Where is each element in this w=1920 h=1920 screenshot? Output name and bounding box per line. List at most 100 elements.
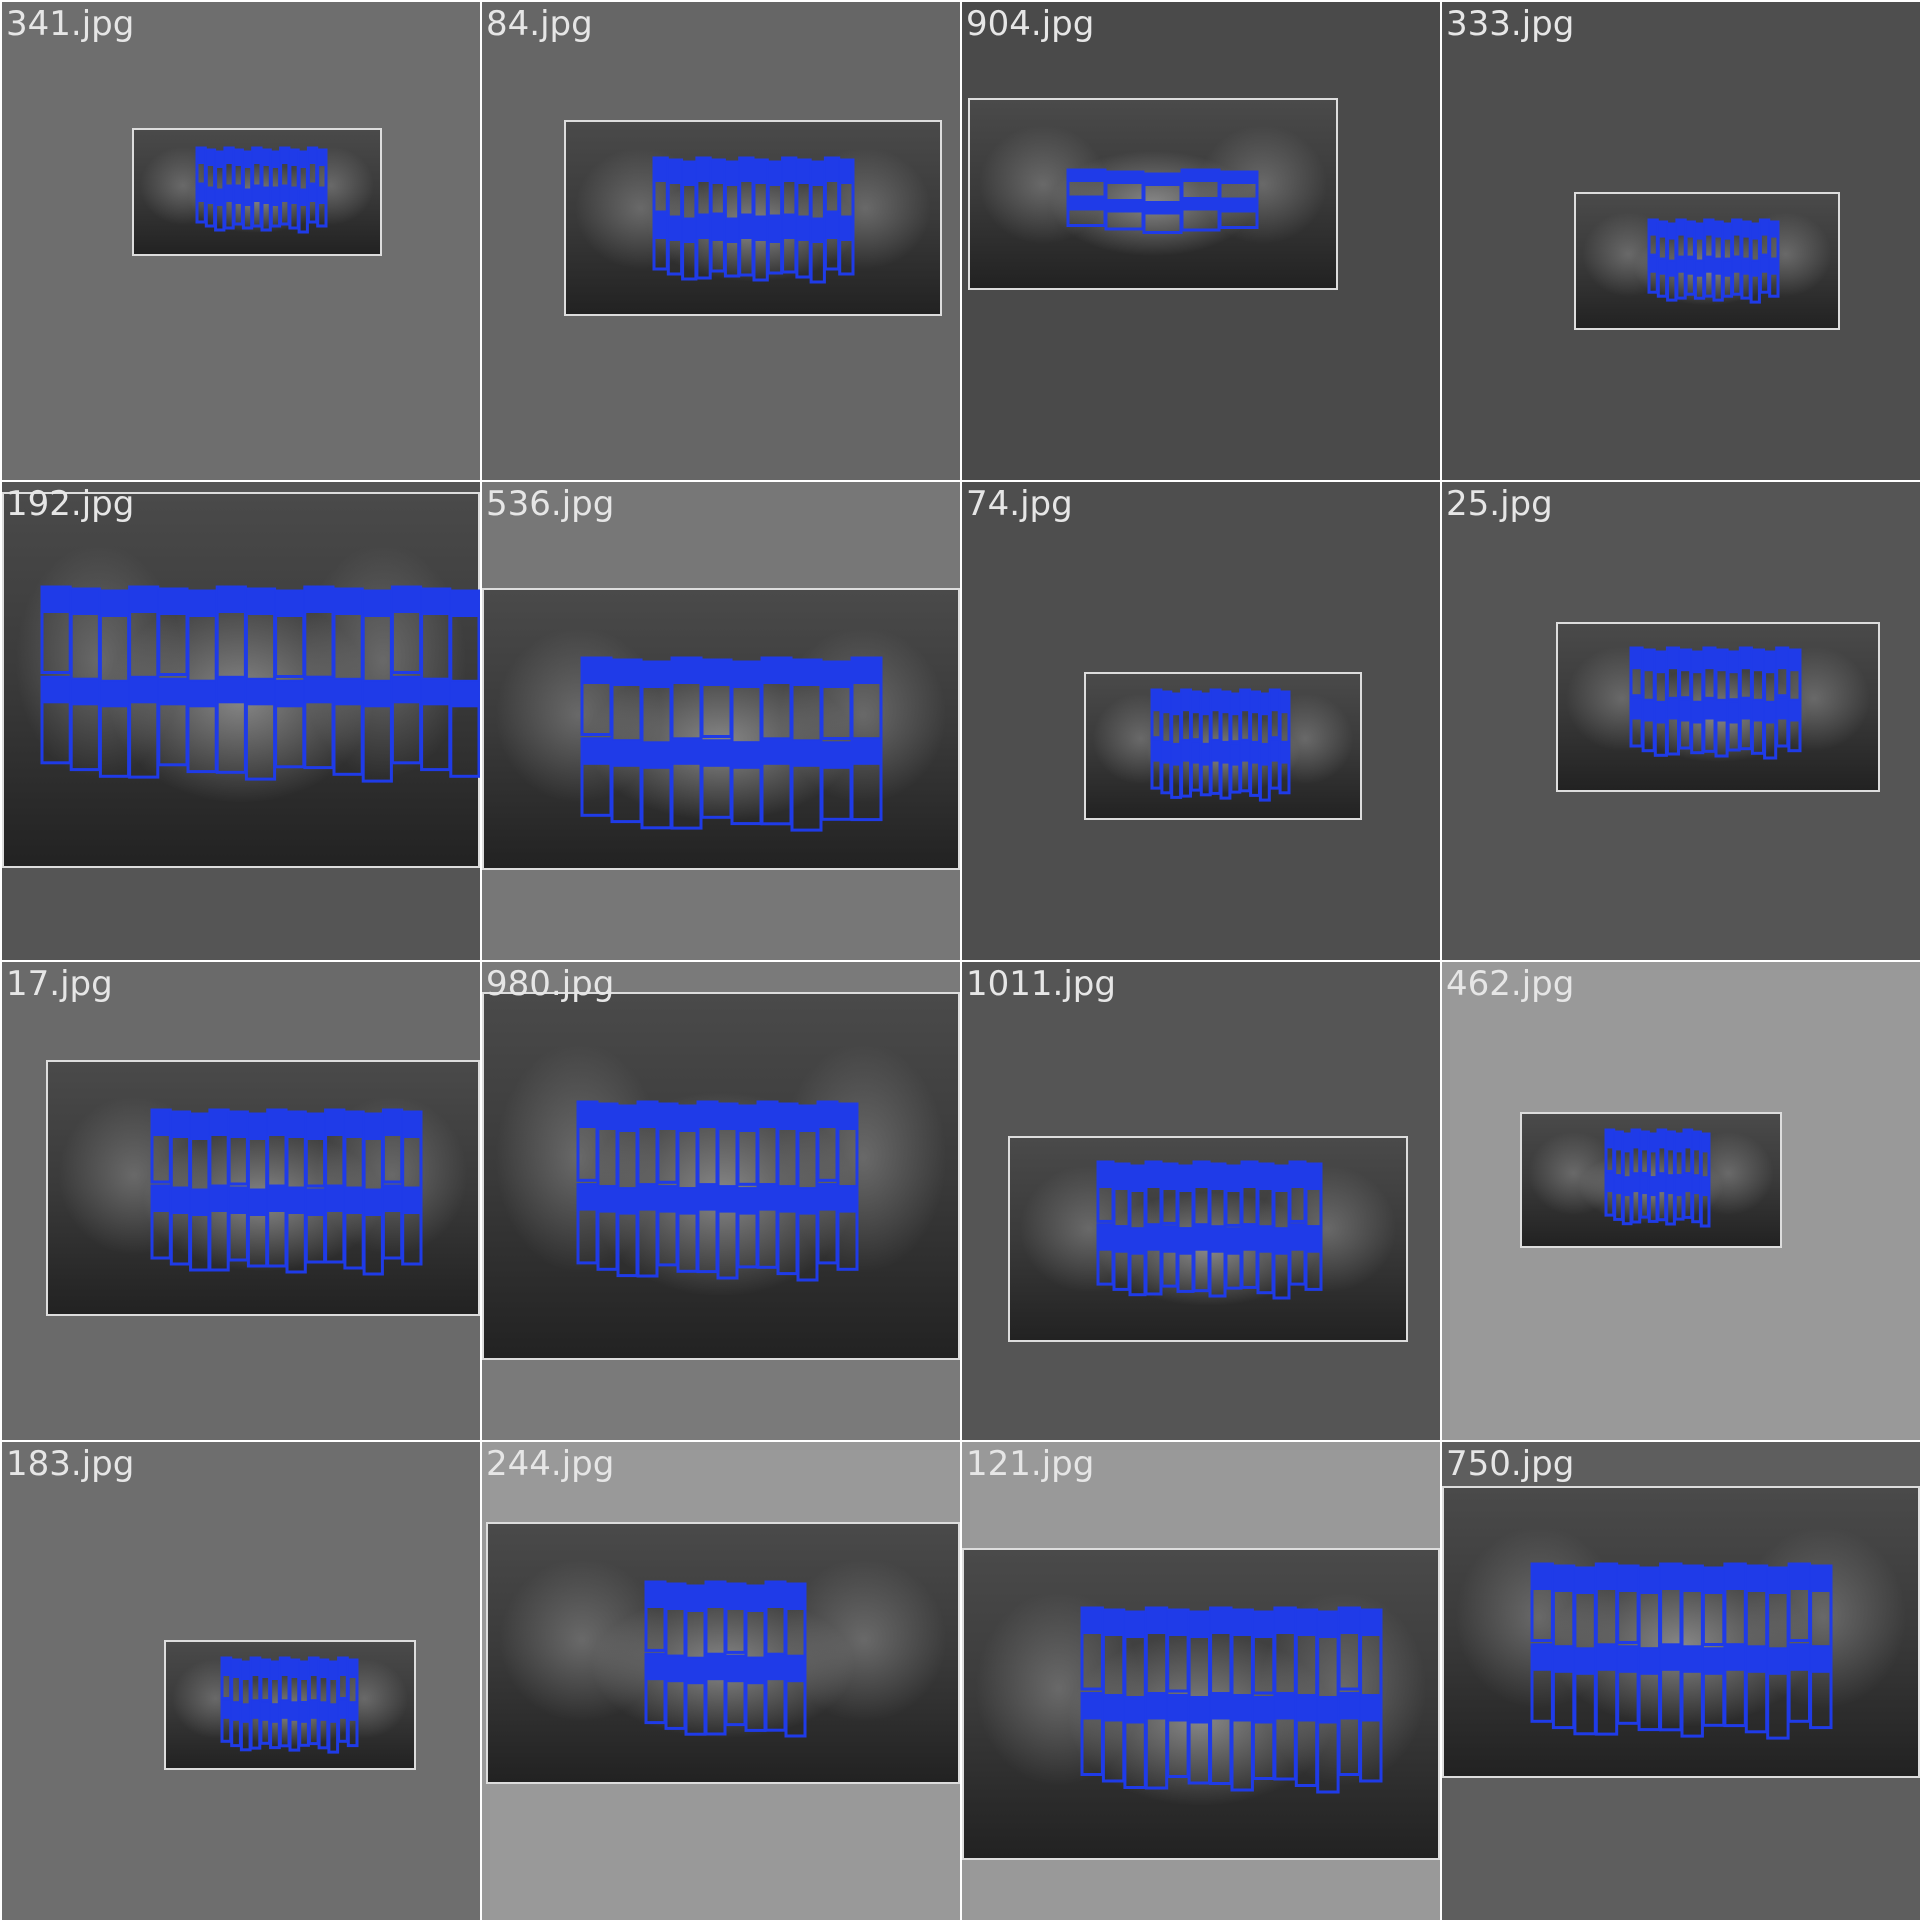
dental-xray-image bbox=[564, 120, 942, 316]
box-label-tag bbox=[206, 188, 215, 204]
box-label-tag bbox=[746, 1658, 765, 1685]
box-label-tag bbox=[1296, 1695, 1317, 1722]
tile-filename-label: 536.jpg bbox=[486, 484, 615, 524]
dental-xray-image bbox=[482, 992, 960, 1360]
tooth-bounding-box bbox=[1304, 1225, 1323, 1291]
box-label-tag bbox=[252, 186, 261, 202]
tile-filename-label: 462.jpg bbox=[1446, 964, 1575, 1004]
tile-filename-label: 980.jpg bbox=[486, 964, 615, 1004]
box-label-tag bbox=[1695, 224, 1704, 240]
box-label-tag bbox=[1178, 1166, 1193, 1192]
box-label-tag bbox=[1068, 170, 1105, 182]
box-label-tag bbox=[1723, 224, 1732, 240]
box-label-tag bbox=[309, 1658, 319, 1676]
box-label-tag bbox=[618, 1106, 637, 1132]
box-label-tag bbox=[275, 681, 304, 708]
box-label-tag bbox=[229, 1188, 248, 1214]
box-label-tag bbox=[792, 740, 821, 767]
box-label-tag bbox=[1232, 1610, 1253, 1636]
box-label-tag bbox=[1290, 1224, 1305, 1251]
box-label-tag bbox=[762, 738, 791, 765]
box-label-tag bbox=[217, 587, 246, 613]
box-label-tag bbox=[1631, 648, 1643, 670]
box-label-tag bbox=[786, 1656, 805, 1683]
grid-tile: 333.jpg bbox=[1442, 2, 1920, 480]
box-label-tag bbox=[1716, 650, 1728, 672]
tile-filename-label: 121.jpg bbox=[966, 1444, 1095, 1484]
box-label-tag bbox=[289, 188, 299, 204]
box-label-tag bbox=[248, 1114, 267, 1140]
box-label-tag bbox=[1152, 690, 1161, 712]
box-label-tag bbox=[206, 150, 215, 166]
box-label-tag bbox=[1724, 1644, 1746, 1671]
box-label-tag bbox=[1210, 1226, 1225, 1253]
detection-overlay bbox=[1629, 646, 1802, 760]
box-label-tag bbox=[421, 589, 450, 615]
box-label-tag bbox=[782, 158, 796, 182]
grid-tile: 192.jpg bbox=[2, 482, 480, 960]
box-label-tag bbox=[726, 1584, 745, 1610]
box-label-tag bbox=[190, 1114, 209, 1140]
box-label-tag bbox=[267, 1110, 286, 1136]
box-label-tag bbox=[188, 681, 217, 708]
box-label-tag bbox=[270, 1704, 280, 1723]
grid-tile: 1011.jpg bbox=[962, 962, 1440, 1440]
box-label-tag bbox=[241, 1662, 251, 1680]
tile-filename-label: 1011.jpg bbox=[966, 964, 1116, 1004]
box-label-tag bbox=[1614, 1175, 1623, 1195]
box-label-tag bbox=[1767, 1568, 1789, 1594]
box-label-tag bbox=[1181, 690, 1191, 712]
box-label-tag bbox=[1741, 259, 1751, 275]
box-label-tag bbox=[1769, 259, 1778, 275]
box-label-tag bbox=[746, 1586, 765, 1612]
box-label-tag bbox=[209, 1186, 229, 1212]
box-label-tag bbox=[718, 1104, 737, 1130]
box-label-tag bbox=[319, 1660, 328, 1678]
grid-tile: 74.jpg bbox=[962, 482, 1440, 960]
box-label-tag bbox=[363, 591, 392, 617]
box-label-tag bbox=[42, 677, 71, 704]
box-label-tag bbox=[129, 677, 158, 704]
box-label-tag bbox=[158, 679, 187, 706]
box-label-tag bbox=[1640, 1132, 1649, 1151]
box-label-tag bbox=[1760, 220, 1769, 236]
box-label-tag bbox=[262, 150, 271, 166]
box-label-tag bbox=[642, 742, 671, 769]
box-label-tag bbox=[1532, 1564, 1553, 1590]
box-label-tag bbox=[1220, 172, 1257, 184]
box-label-tag bbox=[1692, 1175, 1701, 1195]
box-label-tag bbox=[1686, 222, 1695, 238]
box-label-tag bbox=[215, 152, 224, 168]
box-label-tag bbox=[309, 1700, 319, 1719]
box-label-tag bbox=[718, 1186, 737, 1213]
dental-xray-image bbox=[46, 1060, 480, 1316]
box-label-tag bbox=[1082, 1693, 1103, 1720]
box-label-tag bbox=[383, 1110, 402, 1136]
box-label-tag bbox=[1695, 261, 1704, 277]
box-label-tag bbox=[1211, 690, 1220, 712]
box-label-tag bbox=[1339, 1608, 1360, 1634]
box-label-tag bbox=[1716, 700, 1728, 722]
box-label-tag bbox=[1728, 652, 1740, 674]
box-label-tag bbox=[638, 1184, 657, 1211]
box-label-tag bbox=[1769, 222, 1778, 238]
box-label-tag bbox=[1658, 222, 1667, 238]
box-label-tag bbox=[1232, 1695, 1253, 1722]
box-label-tag bbox=[1655, 652, 1667, 674]
box-label-tag bbox=[190, 1190, 209, 1216]
box-label-tag bbox=[1639, 1568, 1660, 1594]
detection-overlay bbox=[1647, 218, 1780, 304]
box-label-tag bbox=[725, 219, 739, 243]
box-label-tag bbox=[796, 160, 811, 184]
box-label-tag bbox=[1723, 261, 1732, 277]
box-label-tag bbox=[1732, 257, 1741, 273]
box-label-tag bbox=[260, 1660, 270, 1678]
box-label-tag bbox=[839, 160, 853, 184]
box-label-tag bbox=[1144, 174, 1181, 186]
box-label-tag bbox=[706, 1654, 725, 1681]
box-label-tag bbox=[275, 591, 304, 617]
box-label-tag bbox=[1306, 1226, 1321, 1253]
box-label-tag bbox=[762, 658, 791, 684]
box-label-tag bbox=[698, 1102, 717, 1128]
box-label-tag bbox=[1788, 650, 1800, 672]
